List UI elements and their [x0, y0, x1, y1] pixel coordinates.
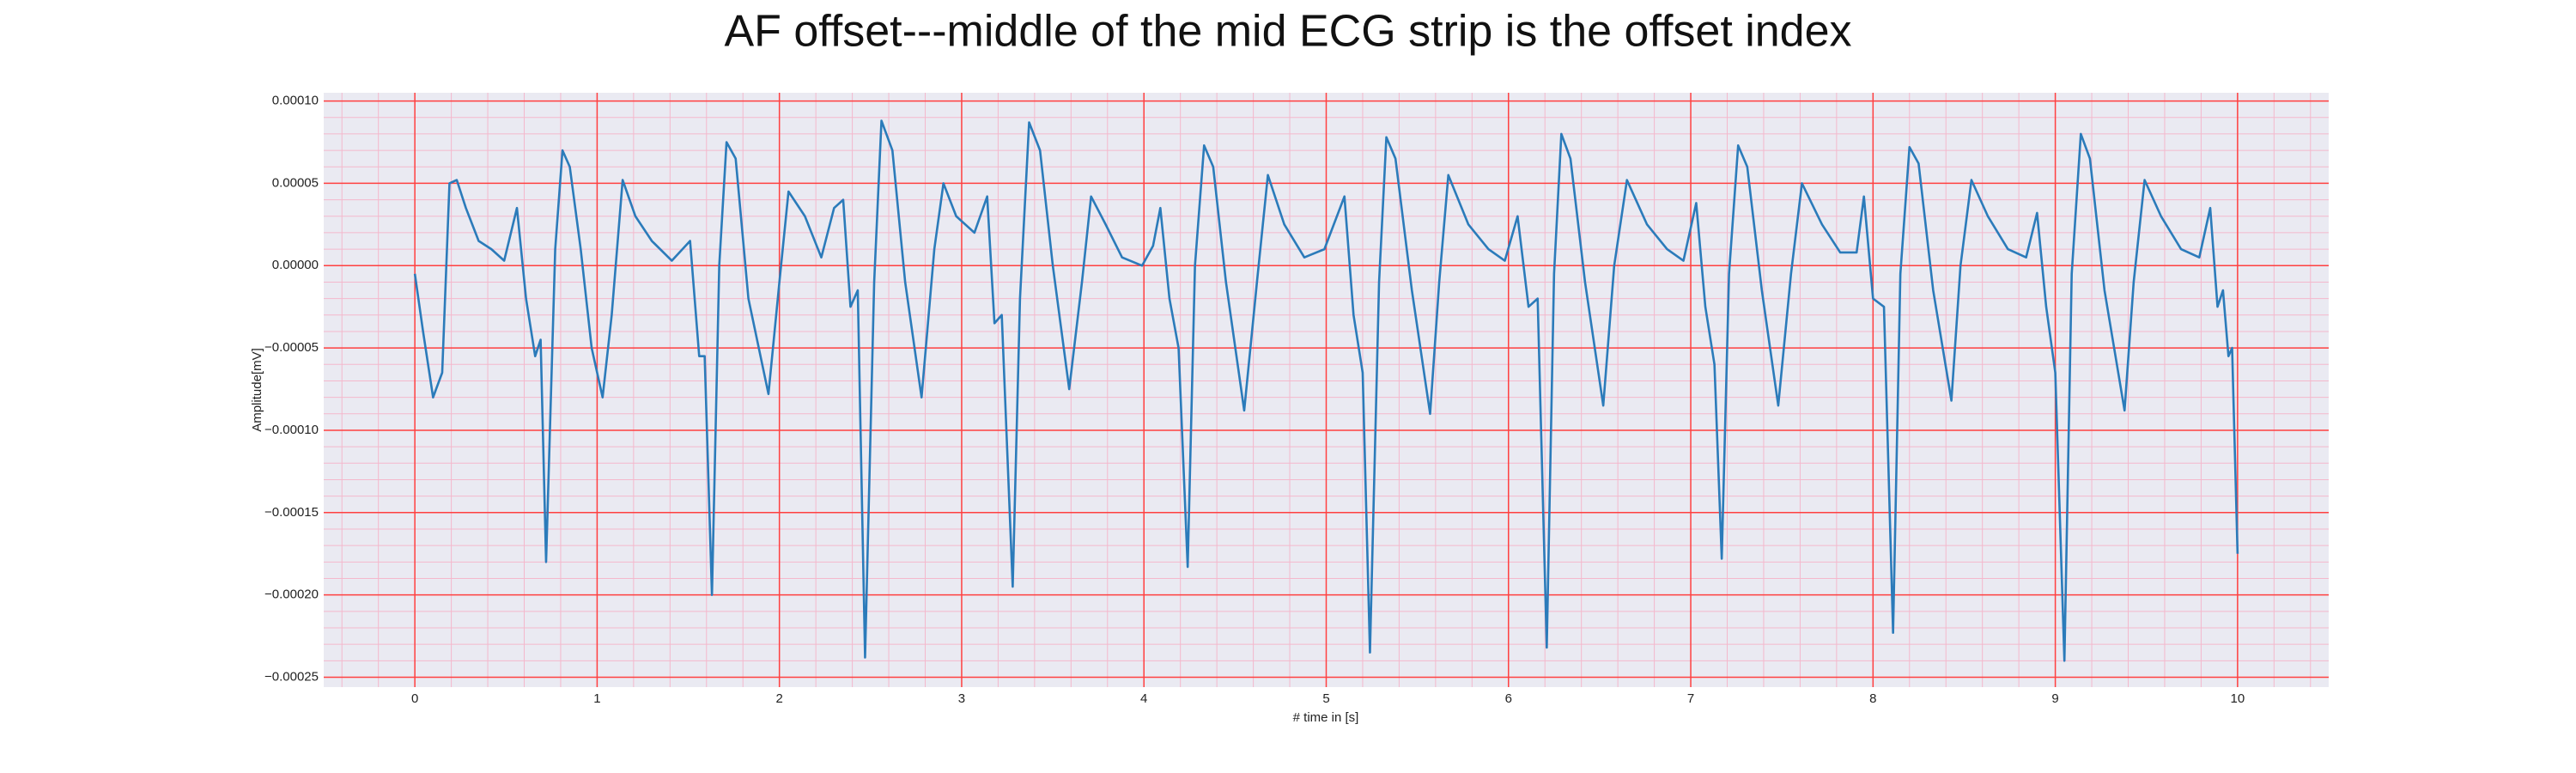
x-tick-label: 7 — [1687, 691, 1694, 706]
marks — [413, 119, 2239, 662]
x-tick-label: 9 — [2051, 691, 2058, 706]
y-tick-label: −0.00015 — [264, 505, 319, 520]
y-tick-label: −0.00005 — [264, 340, 319, 355]
y-axis-label: Amplitude[mV] — [250, 348, 264, 432]
x-tick-label: 10 — [2231, 691, 2245, 706]
x-tick-label: 4 — [1140, 691, 1147, 706]
x-tick-label: 2 — [776, 691, 783, 706]
y-tick-label: −0.00025 — [264, 669, 319, 684]
y-tick-label: 0.00005 — [272, 175, 319, 190]
chart-title: AF offset---middle of the mid ECG strip … — [724, 7, 1851, 57]
y-tick-label: −0.00020 — [264, 587, 319, 602]
x-tick-label: 6 — [1505, 691, 1512, 706]
y-tick-label: 0.00000 — [272, 258, 319, 272]
y-tick-label: −0.00010 — [264, 423, 319, 437]
y-tick-label: 0.00010 — [272, 94, 319, 108]
ecg-line — [413, 119, 2239, 662]
x-axis-label: # time in [s] — [1293, 710, 1359, 725]
major-grid — [324, 93, 2329, 687]
x-tick-label: 5 — [1322, 691, 1329, 706]
x-tick-label: 3 — [958, 691, 965, 706]
x-tick-label: 8 — [1869, 691, 1876, 706]
x-tick-label: 1 — [593, 691, 600, 706]
x-tick-label: 0 — [411, 691, 418, 706]
